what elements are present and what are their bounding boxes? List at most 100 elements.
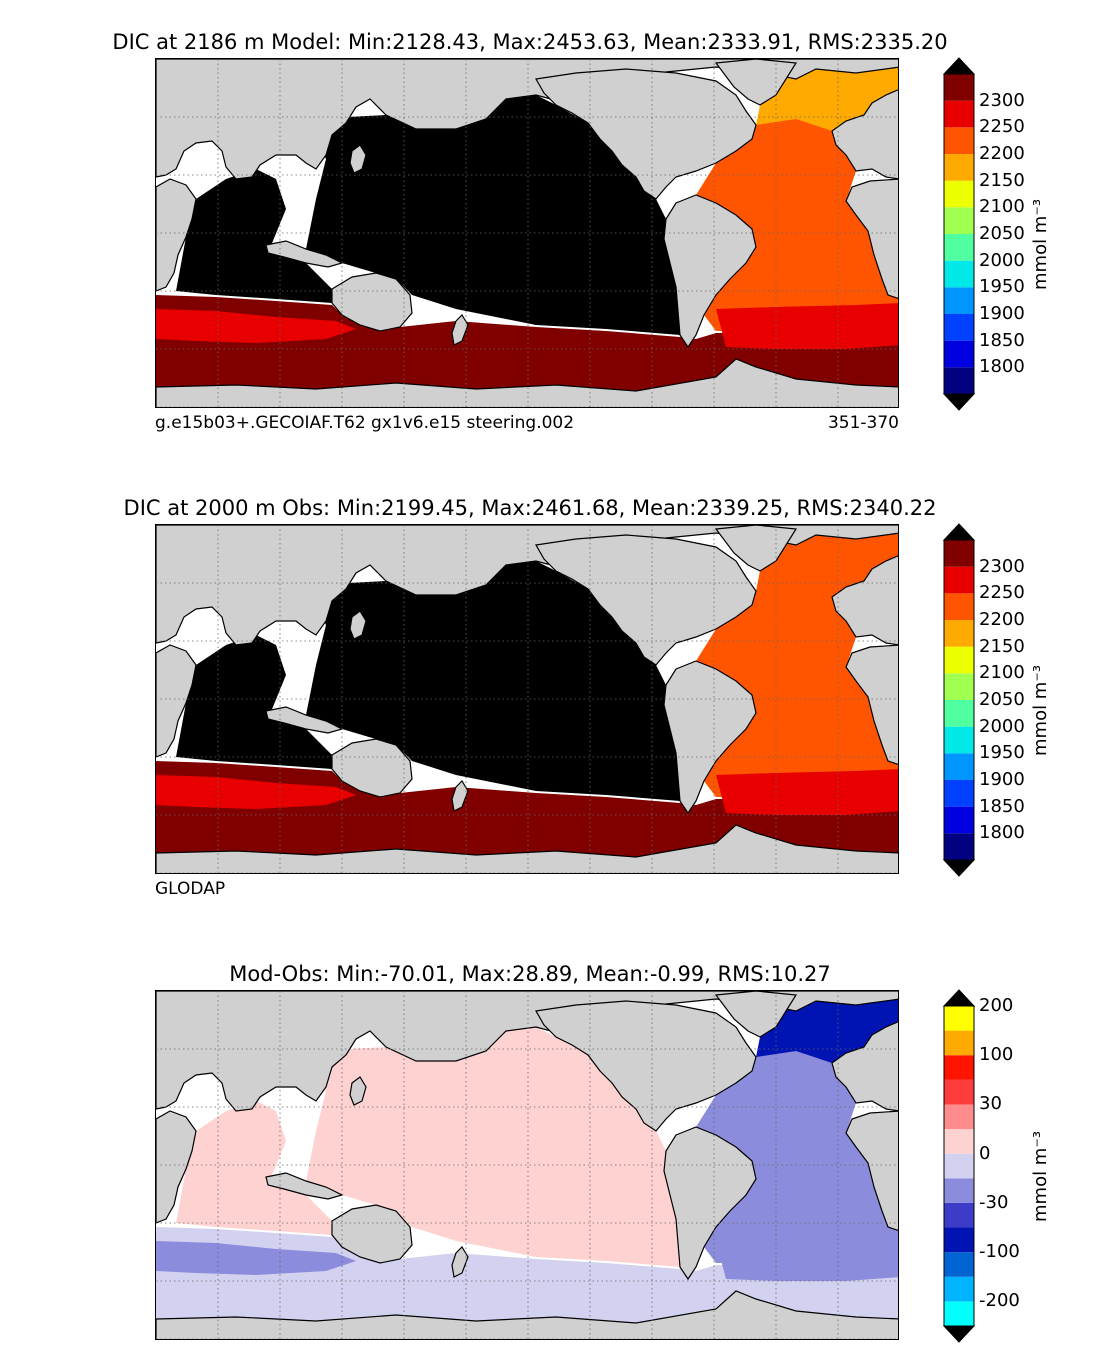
colorbar-segment	[944, 234, 974, 261]
colorbar-tick-label: 2000	[979, 715, 1025, 737]
land-indonesia	[265, 240, 344, 268]
model-years-label: 351-370	[827, 413, 899, 433]
colorbar-segment	[944, 1129, 974, 1154]
colorbar-tick-label: 2200	[979, 609, 1025, 630]
colorbar-tick-label: -200	[979, 1290, 1020, 1312]
colorbar-tick-label: 0	[979, 1142, 991, 1164]
ocean-southern-region	[156, 761, 898, 857]
colorbar-segment	[944, 1030, 974, 1056]
obs-colorbar-unit: mmol m⁻³	[1030, 664, 1051, 756]
colorbar-tick-label: 2050	[979, 223, 1025, 244]
colorbar-segment	[944, 593, 974, 620]
obs-map-canvas	[156, 525, 898, 873]
land-nz	[451, 314, 469, 346]
land-antarctica	[156, 1290, 898, 1339]
land-africa_right	[845, 644, 898, 765]
colorbar-segment	[944, 74, 974, 101]
colorbar-extend-high	[942, 523, 976, 541]
colorbar-segment	[944, 1153, 974, 1179]
obs-colorbar	[942, 523, 976, 877]
ocean-pacific-region	[306, 95, 680, 335]
colorbar-tick-label: 30	[979, 1093, 1002, 1115]
land-nz	[451, 780, 469, 812]
colorbar-tick-label: 2100	[979, 662, 1025, 684]
obs-source-label: GLODAP	[155, 879, 226, 899]
ocean-indian-region	[176, 169, 332, 303]
model-colorbar	[942, 57, 976, 411]
colorbar-segment	[944, 1227, 974, 1253]
ocean-southern-region	[156, 295, 898, 391]
land-namerica	[535, 1000, 757, 1132]
colorbar-segment	[944, 726, 974, 754]
land-africa_right	[845, 178, 898, 299]
ocean-southern-region	[156, 1227, 898, 1323]
colorbar-extend-low	[942, 393, 976, 411]
colorbar-segment	[944, 673, 974, 700]
colorbar-segment	[944, 207, 974, 234]
colorbar-frame	[943, 539, 975, 861]
colorbar-tick-label: 2250	[979, 116, 1025, 138]
colorbar-tick-label: 1800	[979, 822, 1025, 844]
colorbar-tick-label: 1950	[979, 742, 1025, 764]
colorbar-frame	[943, 1005, 975, 1327]
colorbar-segment	[944, 566, 974, 594]
colorbar-segment	[944, 367, 974, 394]
colorbar-tick-label: 2200	[979, 143, 1025, 164]
colorbar-tick-label: 2100	[979, 196, 1025, 218]
colorbar-segment	[944, 180, 974, 208]
colorbar-segment	[944, 646, 974, 674]
colorbar-segment	[944, 806, 974, 834]
colorbar-tick-label: 1800	[979, 356, 1025, 378]
colorbar-segment	[944, 260, 974, 288]
colorbar-segment	[944, 1301, 974, 1326]
colorbar-tick-label: 1850	[979, 329, 1025, 351]
colorbar-tick-label: 2050	[979, 689, 1025, 710]
land-europe	[831, 89, 898, 180]
land-europe	[831, 555, 898, 646]
diff-dic-map	[155, 990, 899, 1340]
land-africa_right	[845, 1110, 898, 1231]
land-antarctica	[156, 358, 898, 407]
colorbar-tick-label: 2300	[979, 89, 1025, 111]
model-dic-map	[155, 58, 899, 408]
colorbar-tick-label: 1900	[979, 303, 1025, 324]
land-indonesia	[265, 706, 344, 734]
colorbar-segment	[944, 127, 974, 154]
colorbar-segment	[944, 1079, 974, 1105]
land-australia	[331, 1204, 413, 1264]
colorbar-segment	[944, 1104, 974, 1130]
land-namerica	[535, 534, 757, 666]
land-africa	[156, 644, 197, 758]
land-africa	[156, 1110, 197, 1224]
model-map-title: DIC at 2186 m Model: Min:2128.43, Max:24…	[112, 30, 948, 54]
ocean-south-band-region	[156, 309, 356, 343]
model-colorbar-unit: mmol m⁻³	[1030, 198, 1051, 290]
colorbar-segment	[944, 1006, 974, 1031]
colorbar-tick-label: 200	[979, 995, 1014, 1016]
ocean-atlantic-region	[696, 1051, 898, 1263]
colorbar-tick-label: 1850	[979, 795, 1025, 817]
ocean-atl-south_band-region	[716, 1235, 898, 1281]
colorbar-extend-high	[942, 989, 976, 1007]
ocean-atlantic-region	[696, 585, 898, 797]
colorbar-tick-label: 100	[979, 1044, 1014, 1066]
obs-map-title: DIC at 2000 m Obs: Min:2199.45, Max:2461…	[123, 496, 937, 520]
ocean-pacific-region	[306, 1027, 680, 1267]
colorbar-segment	[944, 780, 974, 807]
land-japan	[349, 610, 367, 640]
colorbar-extend-high	[942, 57, 976, 75]
land-europe	[831, 1021, 898, 1112]
colorbar-segment	[944, 1202, 974, 1228]
colorbar-segment	[944, 154, 974, 181]
ocean-south-band-region	[156, 1241, 356, 1275]
land-antarctica	[156, 824, 898, 873]
ocean-indian-region	[176, 635, 332, 769]
land-africa	[156, 178, 197, 292]
diff-map-title: Mod-Obs: Min:-70.01, Max:28.89, Mean:-0.…	[229, 962, 831, 986]
colorbar-tick-label: -100	[979, 1241, 1020, 1263]
land-indonesia	[265, 1172, 344, 1200]
colorbar-tick-label: 2000	[979, 249, 1025, 271]
colorbar-tick-label: 2300	[979, 555, 1025, 577]
ocean-atlantic-region	[696, 119, 898, 331]
model-case-label: g.e15b03+.GECOIAF.T62 gx1v6.e15 steering…	[155, 413, 575, 433]
